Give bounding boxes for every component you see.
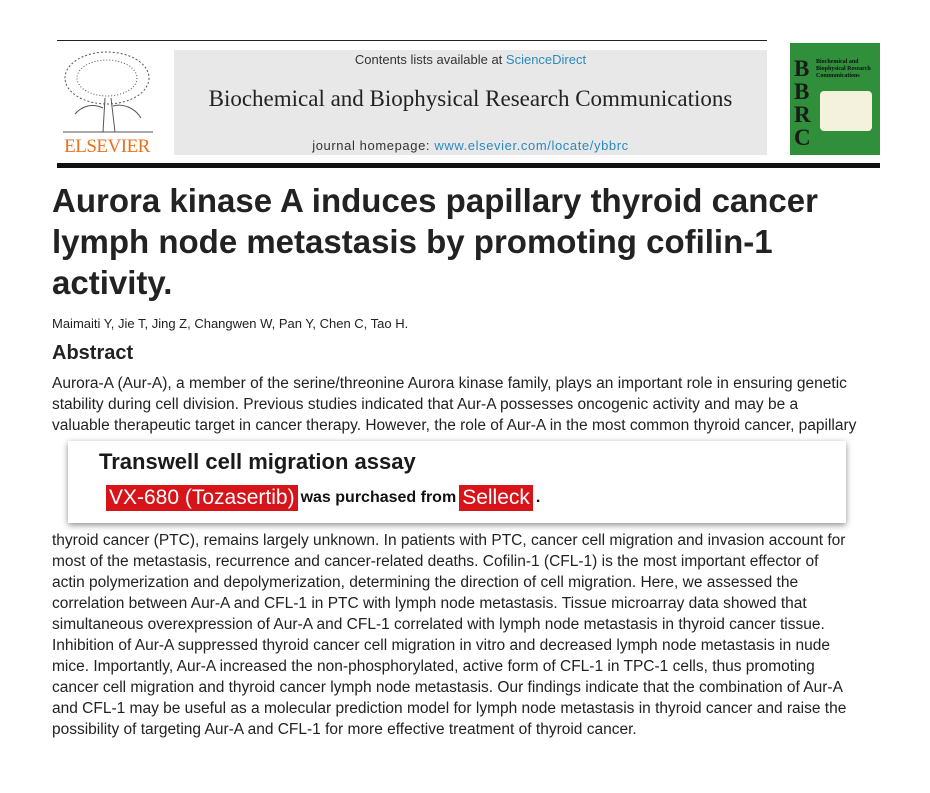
callout-period: . [535, 489, 541, 506]
contents-prefix: Contents lists available at [354, 52, 506, 67]
abstract-heading: Abstract [52, 342, 134, 364]
header-bar [57, 163, 880, 168]
homepage-line: journal homepage: www.elsevier.com/locat… [174, 138, 767, 153]
authors: Maimaiti Y, Jie T, Jing Z, Changwen W, P… [52, 316, 409, 331]
abstract-text-part-1: Aurora-A (Aur-A), a member of the serine… [52, 373, 856, 436]
callout-line: VX-680 (Tozasertib) was purchased from S… [106, 485, 540, 511]
abstract-line: actin polymerization and depolymerizatio… [52, 574, 799, 591]
contents-line: Contents lists available at ScienceDirec… [174, 52, 767, 67]
abstract-line: stability during cell division. Previous… [52, 396, 799, 413]
callout-middle-text: was purchased from [300, 489, 457, 506]
supplier-highlight: Selleck [459, 485, 533, 511]
cover-title: Biochemical and Biophysical Research Com… [816, 59, 871, 79]
homepage-link[interactable]: www.elsevier.com/locate/ybbrc [434, 138, 629, 153]
abstract-line: cancer cell migration and thyroid cancer… [52, 679, 843, 696]
abstract-line: most of the metastasis, recurrence and c… [52, 553, 819, 570]
abstract-line: correlation between Aur-A and CFL-1 in P… [52, 595, 807, 612]
elsevier-wordmark: ELSEVIER [64, 136, 150, 157]
header-rule [57, 40, 767, 41]
compound-highlight: VX-680 (Tozasertib) [106, 485, 298, 511]
abstract-line: mice. Importantly, Aur-A increased the n… [52, 658, 815, 675]
sciencedirect-link[interactable]: ScienceDirect [505, 52, 587, 67]
elsevier-logo: ELSEVIER [57, 48, 157, 158]
abstract-line: and CFL-1 may be useful as a molecular p… [52, 700, 847, 717]
article-title: Aurora kinase A induces papillary thyroi… [52, 182, 818, 301]
abstract-line: Aurora-A (Aur-A), a member of the serine… [52, 375, 847, 392]
abstract-text-part-2: thyroid cancer (PTC), remains largely un… [52, 530, 846, 740]
tree-icon [63, 51, 153, 133]
journal-banner: Contents lists available at ScienceDirec… [174, 50, 767, 155]
callout-heading: Transwell cell migration assay [99, 449, 416, 474]
abstract-line: Inhibition of Aur-A suppressed thyroid c… [52, 637, 831, 654]
cover-figure [820, 91, 872, 131]
abstract-line: simultaneous overexpression of Aur-A and… [52, 616, 825, 633]
homepage-prefix: journal homepage: [312, 138, 435, 153]
product-callout: Transwell cell migration assay VX-680 (T… [68, 441, 846, 523]
abstract-line: thyroid cancer (PTC), remains largely un… [52, 532, 846, 549]
abstract-line: possibility of targeting Aur-A and CFL-1… [52, 721, 637, 738]
abstract-line: valuable therapeutic target in cancer th… [52, 417, 857, 434]
journal-name: Biochemical and Biophysical Research Com… [208, 86, 733, 111]
